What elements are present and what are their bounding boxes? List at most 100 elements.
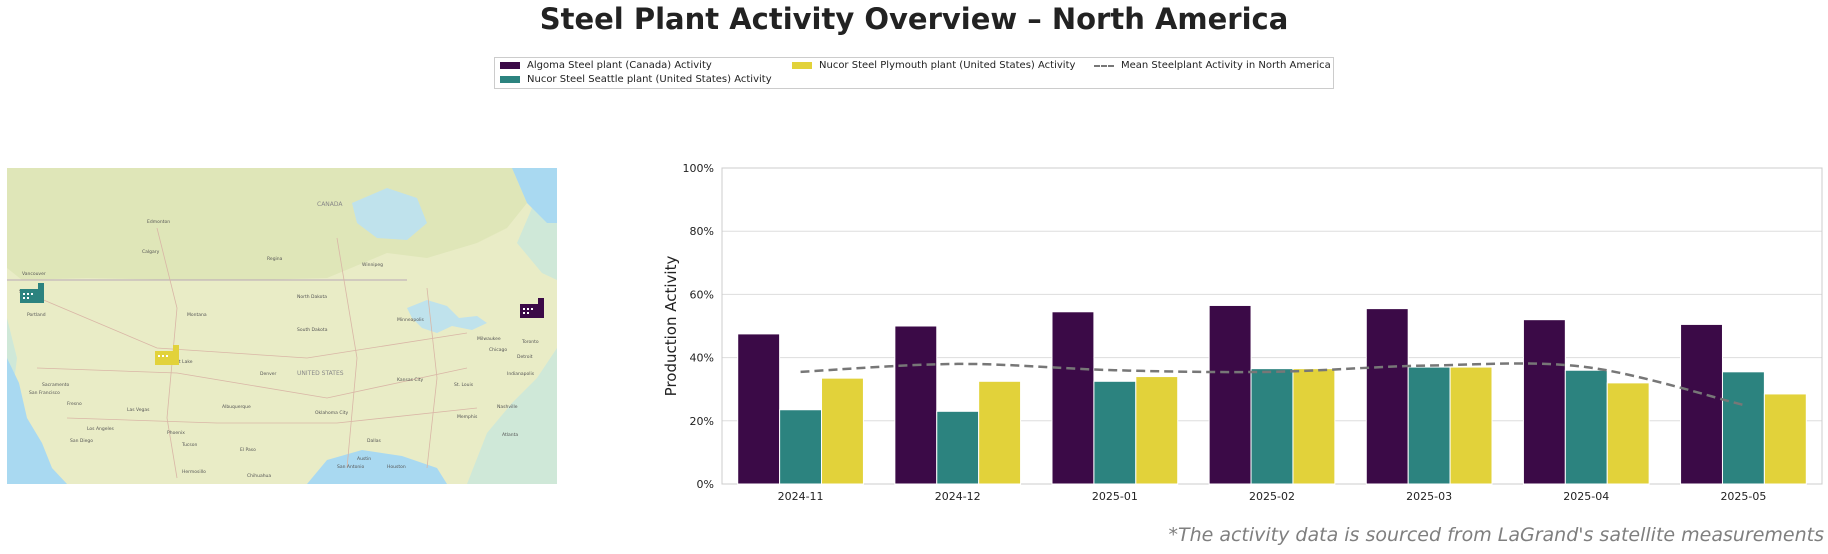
bar-seattle bbox=[779, 409, 823, 485]
map-city-label: Detroit bbox=[517, 354, 533, 360]
chart-grid bbox=[722, 167, 1822, 485]
plot-frame bbox=[721, 167, 1823, 485]
map-city-label: Winnipeg bbox=[362, 262, 383, 268]
chart-bars bbox=[737, 304, 1807, 485]
legend-label-algoma: Algoma Steel plant (Canada) Activity bbox=[527, 60, 712, 71]
plant-location-map: CANADA UNITED STATES Edmonton Calgary Re… bbox=[7, 168, 557, 484]
map-city-label: Salt Lake bbox=[172, 359, 193, 365]
bar-plymouth bbox=[1606, 382, 1650, 485]
map-city-label: San Francisco bbox=[29, 390, 60, 396]
map-city-label: Tucson bbox=[181, 442, 197, 448]
y-tick-label: 20% bbox=[690, 415, 714, 428]
y-tick-label: 80% bbox=[690, 225, 714, 238]
legend-item-seattle: Nucor Steel Seattle plant (United States… bbox=[500, 74, 772, 85]
bar-algoma bbox=[737, 333, 781, 485]
map-city-label: Los Angeles bbox=[87, 426, 115, 432]
map-city-label: Las Vegas bbox=[127, 407, 150, 413]
map-city-label: Austin bbox=[357, 456, 371, 462]
map-city-label: Edmonton bbox=[147, 219, 170, 225]
map-city-label: Hermosillo bbox=[182, 469, 206, 475]
bar-algoma bbox=[894, 325, 938, 485]
x-tick-label: 2025-04 bbox=[1563, 490, 1609, 503]
map-pacific bbox=[7, 358, 67, 484]
map-city-label: Atlanta bbox=[502, 432, 518, 438]
map-roads bbox=[26, 227, 478, 479]
map-city-label: South Dakota bbox=[297, 327, 328, 333]
y-tick-label: 60% bbox=[690, 288, 714, 301]
map-label-us: UNITED STATES bbox=[297, 370, 344, 377]
y-tick-label: 100% bbox=[683, 162, 714, 175]
map-city-label: Memphis bbox=[457, 414, 478, 420]
map-city-label: Montana bbox=[187, 312, 207, 318]
map-city-label: San Diego bbox=[70, 438, 93, 444]
map-city-label: Chicago bbox=[489, 347, 507, 353]
x-tick-label: 2025-03 bbox=[1406, 490, 1452, 503]
legend-label-plymouth: Nucor Steel Plymouth plant (United State… bbox=[819, 60, 1076, 71]
x-tick-label: 2025-05 bbox=[1720, 490, 1766, 503]
legend-item-algoma: Algoma Steel plant (Canada) Activity bbox=[500, 60, 712, 71]
bar-algoma bbox=[1208, 304, 1252, 485]
x-tick-label: 2024-12 bbox=[935, 490, 981, 503]
mean-activity-line bbox=[800, 362, 1744, 407]
map-city-labels: Edmonton Calgary Regina Winnipeg Vancouv… bbox=[19, 219, 539, 479]
map-city-label: Toronto bbox=[521, 339, 539, 345]
factory-icon-seattle bbox=[20, 283, 44, 303]
footnote: *The activity data is sourced from LaGra… bbox=[1168, 524, 1824, 546]
x-tick-label: 2025-01 bbox=[1092, 490, 1138, 503]
map-city-label: Portland bbox=[27, 312, 46, 318]
bar-algoma bbox=[1680, 323, 1723, 485]
bar-seattle bbox=[1721, 371, 1765, 485]
bar-seattle bbox=[936, 410, 980, 485]
map-atlantic bbox=[512, 168, 557, 223]
bar-plymouth bbox=[1449, 366, 1493, 485]
map-city-label: Fresno bbox=[67, 401, 82, 407]
bar-seattle bbox=[1407, 366, 1451, 485]
map-city-label: Minneapolis bbox=[397, 317, 424, 323]
chart-mean-line bbox=[800, 362, 1744, 407]
x-tick-label: 2024-11 bbox=[778, 490, 824, 503]
map-city-label: Albuquerque bbox=[222, 404, 251, 410]
map-city-label: El Paso bbox=[240, 447, 256, 453]
legend-label-mean: Mean Steelplant Activity in North Americ… bbox=[1121, 60, 1331, 71]
bar-algoma bbox=[1522, 319, 1566, 485]
legend-swatch-plymouth bbox=[792, 62, 812, 69]
map-great-lakes bbox=[407, 300, 487, 333]
bar-plymouth bbox=[821, 377, 864, 485]
bar-algoma bbox=[1051, 311, 1095, 485]
map-city-label: St. Louis bbox=[454, 382, 474, 388]
factory-icon-plymouth bbox=[155, 345, 179, 365]
map-city-label: Regina bbox=[267, 256, 283, 262]
map-city-label: Vancouver bbox=[22, 271, 46, 277]
bar-seattle bbox=[1564, 369, 1608, 485]
y-tick-label: 0% bbox=[697, 478, 714, 491]
map-city-label: Indianapolis bbox=[507, 371, 535, 377]
factory-icon-algoma bbox=[520, 298, 544, 318]
map-city-label: Milwaukee bbox=[477, 336, 501, 342]
bar-algoma bbox=[1365, 308, 1409, 485]
x-axis-ticks: 2024-11 2024-12 2025-01 2025-02 2025-03 2025-… bbox=[778, 490, 1767, 503]
bar-plymouth bbox=[1292, 368, 1336, 485]
map-city-label: Houston bbox=[387, 464, 406, 470]
map-label-canada: CANADA bbox=[317, 201, 343, 208]
map-city-label: North Dakota bbox=[297, 294, 327, 300]
map-city-label: Kansas City bbox=[397, 377, 424, 383]
map-city-label: Calgary bbox=[142, 249, 160, 255]
legend-swatch-algoma bbox=[500, 62, 520, 69]
chart-title: Steel Plant Activity Overview – North Am… bbox=[539, 2, 1289, 36]
map-city-label: San Antonio bbox=[337, 464, 364, 470]
legend-item-plymouth: Nucor Steel Plymouth plant (United State… bbox=[792, 60, 1075, 71]
bar-plymouth bbox=[1763, 393, 1807, 485]
map-city-label: Chihuahua bbox=[247, 473, 271, 479]
map-city-label: Denver bbox=[260, 371, 277, 377]
legend-label-seattle: Nucor Steel Seattle plant (United States… bbox=[527, 74, 772, 85]
map-city-label: Phoenix bbox=[167, 430, 185, 436]
y-axis-ticks: 0% 20% 40% 60% 80% 100% bbox=[683, 162, 714, 491]
map-hudson-bay bbox=[352, 188, 427, 240]
legend-item-mean: Mean Steelplant Activity in North Americ… bbox=[1094, 60, 1331, 71]
map-city-label: Nashville bbox=[497, 404, 518, 410]
map-city-label: Dallas bbox=[367, 438, 381, 444]
chart-legend: Algoma Steel plant (Canada) Activity Nuc… bbox=[494, 57, 1334, 89]
bar-plymouth bbox=[1135, 376, 1179, 485]
bar-plymouth bbox=[978, 380, 1022, 485]
map-gulf bbox=[307, 450, 447, 484]
